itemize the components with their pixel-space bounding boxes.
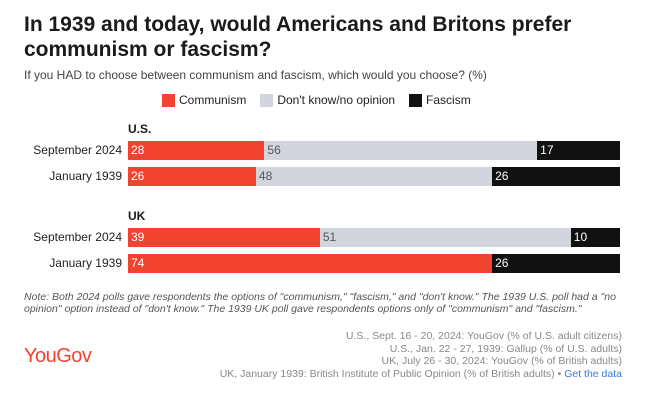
data-label: 48 bbox=[258, 169, 273, 183]
bar-segment-fascism: 10 bbox=[570, 228, 620, 247]
bar-row: 74 26 bbox=[128, 254, 620, 273]
legend-item-dont-know: Don't know/no opinion bbox=[260, 93, 395, 107]
data-label: 26 bbox=[131, 169, 145, 183]
bar-segment-dont-know: 51 bbox=[319, 228, 571, 247]
bar-segment-fascism: 26 bbox=[492, 254, 620, 273]
row-label: September 2024 bbox=[33, 143, 122, 157]
chart-subtitle: If you HAD to choose between communism a… bbox=[24, 68, 487, 82]
bar-segment-communism: 74 bbox=[128, 254, 493, 273]
data-label: 26 bbox=[495, 256, 509, 270]
bar-segment-dont-know: 56 bbox=[264, 141, 538, 160]
bar-segment-fascism: 26 bbox=[492, 167, 620, 186]
footnote: Note: Both 2024 polls gave respondents t… bbox=[24, 291, 616, 315]
source-line: U.S., Sept. 16 - 20, 2024: YouGov (% of … bbox=[345, 330, 622, 342]
row-label: January 1939 bbox=[49, 256, 122, 270]
bar-row: 28 56 17 bbox=[128, 141, 620, 160]
source-line: UK, July 26 - 30, 2024: YouGov (% of Bri… bbox=[381, 355, 622, 367]
get-data-link[interactable]: Get the data bbox=[564, 367, 622, 380]
data-label: 51 bbox=[322, 230, 337, 244]
data-label: 56 bbox=[267, 143, 281, 157]
bar-segment-communism: 26 bbox=[128, 167, 256, 186]
chart-title: In 1939 and today, would Americans and B… bbox=[24, 13, 572, 61]
bar-segment-dont-know: 48 bbox=[255, 167, 493, 186]
data-label: 74 bbox=[131, 256, 145, 270]
group-label: U.S. bbox=[128, 122, 152, 136]
yougov-logo: YouGov bbox=[24, 345, 92, 367]
source-separator: • bbox=[554, 367, 565, 380]
legend-label-fascism: Fascism bbox=[426, 93, 471, 107]
source-line: UK, January 1939: British Institute of P… bbox=[219, 367, 555, 380]
legend-swatch-dont-know bbox=[260, 93, 274, 107]
bar-segment-communism: 39 bbox=[128, 228, 320, 247]
legend-swatch-fascism bbox=[409, 93, 423, 107]
data-label: 39 bbox=[131, 230, 145, 244]
bar-row: 39 51 10 bbox=[128, 228, 620, 247]
legend-swatch-communism bbox=[162, 93, 175, 107]
legend-label-dont-know: Don't know/no opinion bbox=[277, 93, 396, 107]
source-line-last: UK, January 1939: British Institute of P… bbox=[220, 368, 622, 381]
data-label: 17 bbox=[540, 143, 554, 157]
bar-segment-communism: 28 bbox=[128, 141, 265, 160]
legend-item-communism: Communism bbox=[162, 93, 246, 107]
legend: Communism Don't know/no opinion Fascism bbox=[162, 93, 471, 107]
group-label: UK bbox=[128, 209, 146, 223]
bar-row: 26 48 26 bbox=[128, 167, 620, 186]
data-label: 10 bbox=[573, 230, 588, 244]
legend-label-communism: Communism bbox=[179, 93, 247, 107]
data-label: 26 bbox=[495, 169, 509, 183]
source-line: U.S., Jan. 22 - 27, 1939: Gallup (% of U… bbox=[389, 342, 622, 355]
row-label: September 2024 bbox=[33, 230, 122, 244]
row-label: January 1939 bbox=[49, 169, 122, 183]
sources: U.S., Sept. 16 - 20, 2024: YouGov (% of … bbox=[220, 330, 622, 380]
bar-segment-fascism: 17 bbox=[537, 141, 620, 160]
legend-item-fascism: Fascism bbox=[409, 93, 471, 107]
data-label: 28 bbox=[131, 143, 145, 157]
